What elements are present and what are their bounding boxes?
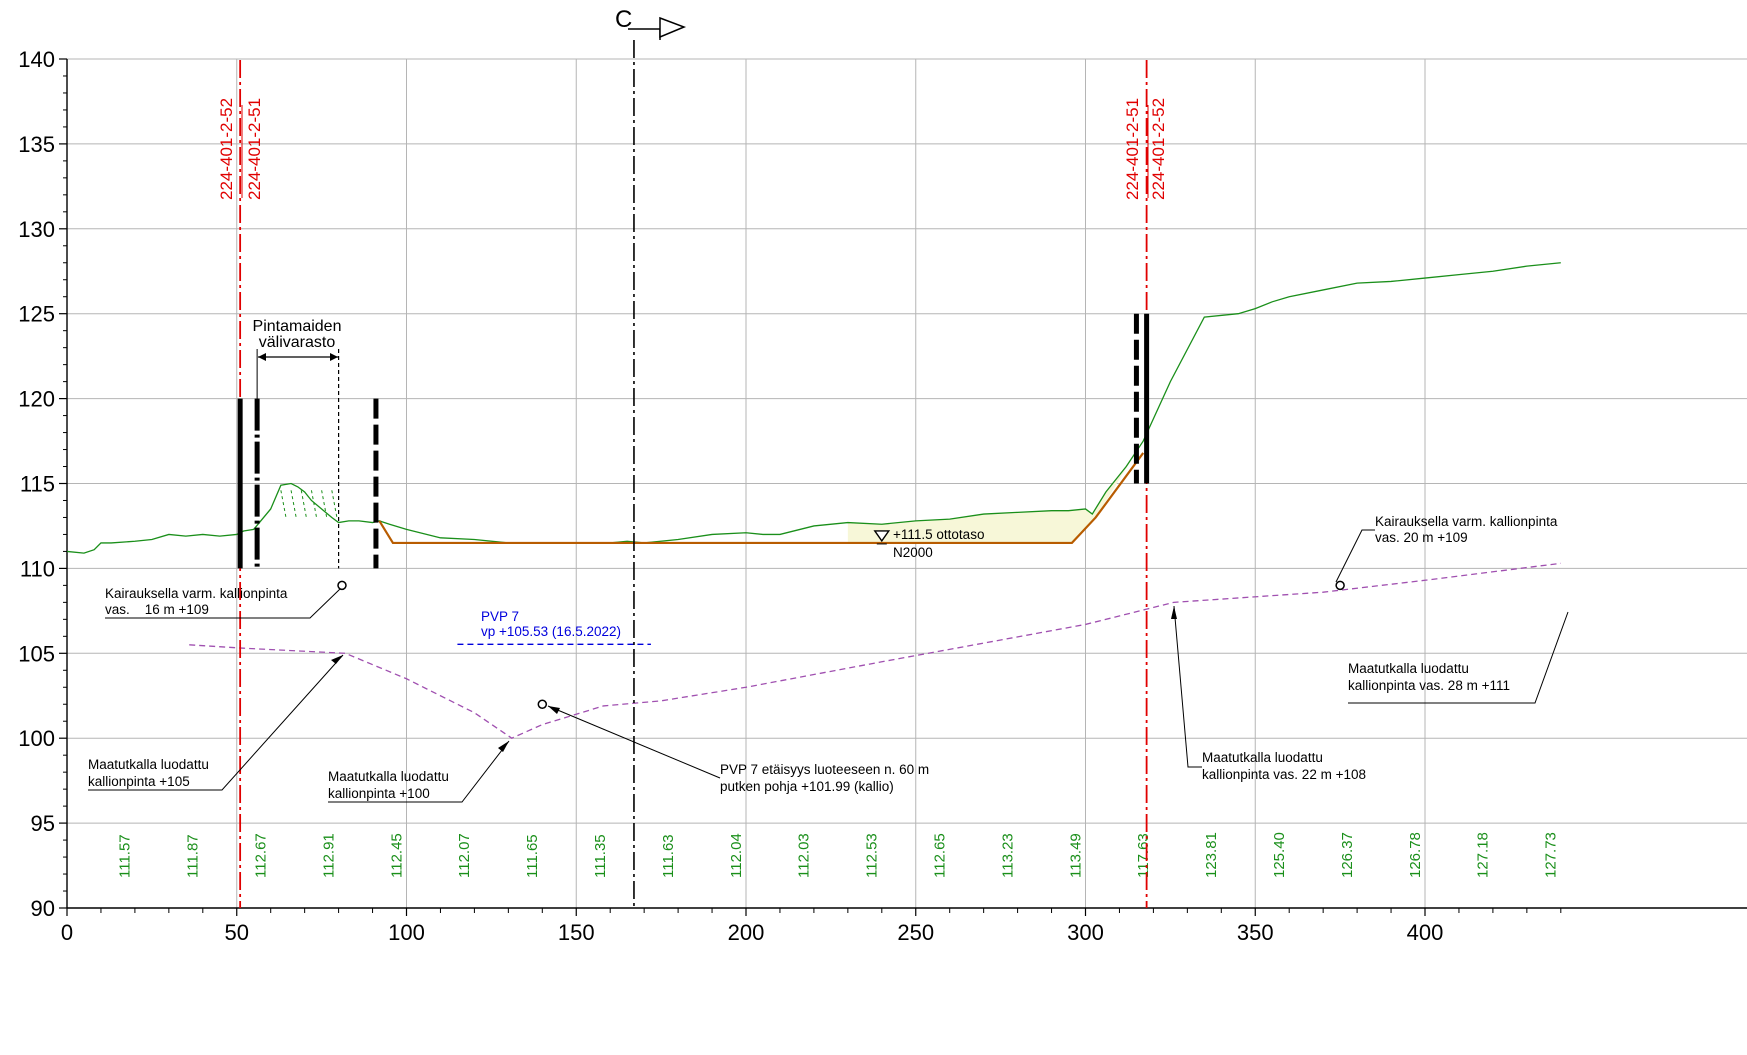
hatch-line (280, 490, 287, 518)
water-level-icon (873, 530, 891, 543)
probe-marker (337, 580, 347, 591)
series-excavation (378, 452, 1145, 545)
y-tick-label: 125 (18, 302, 55, 327)
arrowheads (258, 353, 1177, 752)
elevation-label: 111.87 (185, 834, 202, 878)
note-maatutka100-2: kallionpinta +100 (328, 786, 430, 801)
right-section-bottom-label: 224-401-2-52 (1149, 98, 1168, 200)
section-c-label: C (615, 6, 632, 33)
note-kairaus-right-2: vas. 20 m +109 (1375, 530, 1468, 545)
y-tick-label: 105 (18, 641, 55, 666)
hatch-line (310, 490, 318, 518)
hatch-line (290, 490, 297, 518)
y-tick-label: 135 (18, 132, 55, 157)
note-maatutka100-1: Maatutkalla luodattu (328, 769, 449, 784)
note-kairaus-left-1: Kairauksella varm. kallionpinta (105, 586, 288, 601)
elevation-label: 112.45 (388, 833, 405, 878)
x-tick-label: 400 (1407, 920, 1444, 945)
y-tick-label: 110 (20, 556, 55, 581)
y-tick-label: 130 (18, 217, 55, 242)
note-maatutka111-1: Maatutkalla luodattu (1348, 661, 1469, 676)
elevation-label: 113.49 (1067, 833, 1084, 878)
note-maatutka105-1: Maatutkalla luodattu (88, 757, 209, 772)
water-level-label: +111.5 ottotaso (893, 527, 984, 542)
stockpile-hatch (280, 490, 338, 518)
elevation-label: 111.35 (592, 834, 609, 878)
elevation-label: 112.91 (320, 833, 337, 878)
hatch-line (321, 490, 328, 518)
x-tick-label: 350 (1237, 920, 1274, 945)
y-tick-label: 100 (18, 726, 55, 751)
note-maatutka111-2: kallionpinta vas. 28 m +111 (1348, 678, 1510, 693)
x-tick-label: 200 (728, 920, 765, 945)
elevation-label: 111.65 (524, 834, 541, 878)
section-c-marker: C (615, 6, 687, 40)
elevation-label: 112.65 (932, 833, 949, 878)
elevation-label: 127.18 (1475, 832, 1492, 878)
y-tick-label: 115 (20, 472, 55, 497)
series-ground (66, 262, 1561, 554)
elevation-label: 123.81 (1203, 832, 1220, 878)
y-tick-label: 120 (18, 387, 55, 412)
probe-marker (537, 699, 548, 709)
elevation-label: 113.23 (999, 833, 1016, 878)
x-tick-label: 50 (225, 920, 249, 945)
storage-label-line2: välivarasto (259, 334, 336, 351)
storage-label-line1: Pintamaiden (253, 318, 342, 335)
x-axis: 0 50 100 150 200 250 300 350 400 111.57 111.87 112.… (61, 832, 1747, 945)
elevation-label: 112.04 (728, 833, 745, 878)
note-pvp-dist-2: putken pohja +101.99 (kallio) (720, 779, 894, 794)
water-system-label: N2000 (893, 545, 933, 560)
x-tick-label: 250 (897, 920, 934, 945)
y-axis: 90 95 100 105 110 115 120 125 130 135 140 (18, 47, 68, 921)
pvp-vp: vp +105.53 (16.5.2022) (481, 624, 621, 639)
note-maatutka105-2: kallionpinta +105 (88, 774, 190, 789)
y-tick-label: 90 (31, 896, 55, 921)
y-tick-label: 95 (31, 811, 55, 836)
left-section-bottom-label: 224-401-2-51 (245, 98, 264, 200)
elevation-label: 112.07 (456, 833, 473, 878)
note-pvp-dist-1: PVP 7 etäisyys luoteeseen n. 60 m (720, 762, 929, 777)
pvp-title: PVP 7 (481, 609, 519, 624)
section-arrow-icon (659, 16, 687, 39)
elevation-label: 112.67 (253, 833, 270, 878)
x-tick-label: 150 (558, 920, 595, 945)
elevation-label: 126.37 (1339, 832, 1356, 878)
elevation-label: 127.73 (1543, 832, 1560, 878)
elevation-label: 111.63 (660, 834, 677, 878)
x-tick-label: 300 (1067, 920, 1104, 945)
series-bedrock (189, 562, 1561, 739)
left-section-top-label: 224-401-2-52 (217, 98, 236, 200)
hatch-line (300, 490, 307, 518)
hatch-line (331, 490, 338, 518)
profile-lines (66, 40, 1561, 908)
note-maatutka108-2: kallionpinta vas. 22 m +108 (1202, 767, 1366, 782)
y-tick-label: 140 (18, 47, 55, 72)
x-tick-label: 100 (388, 920, 425, 945)
grid (66, 58, 1747, 909)
right-section-top-label: 224-401-2-51 (1123, 98, 1142, 200)
x-tick-label: 0 (61, 920, 73, 945)
elevation-label: 126.78 (1407, 832, 1424, 878)
leader-lines (88, 356, 1569, 803)
probe-marker (1335, 580, 1345, 591)
elevation-label: 112.53 (864, 833, 881, 878)
markers (237, 313, 1345, 709)
note-kairaus-left-2: vas. 16 m +109 (105, 602, 209, 617)
elevation-label: 112.03 (796, 833, 813, 878)
excavation-fill (847, 441, 1144, 543)
elevation-label: 111.57 (117, 834, 134, 878)
elevation-label: 125.40 (1271, 832, 1288, 878)
note-kairaus-right-1: Kairauksella varm. kallionpinta (1375, 514, 1558, 529)
note-maatutka108-1: Maatutkalla luodattu (1202, 750, 1323, 765)
elevation-label: 117.63 (1135, 833, 1152, 878)
